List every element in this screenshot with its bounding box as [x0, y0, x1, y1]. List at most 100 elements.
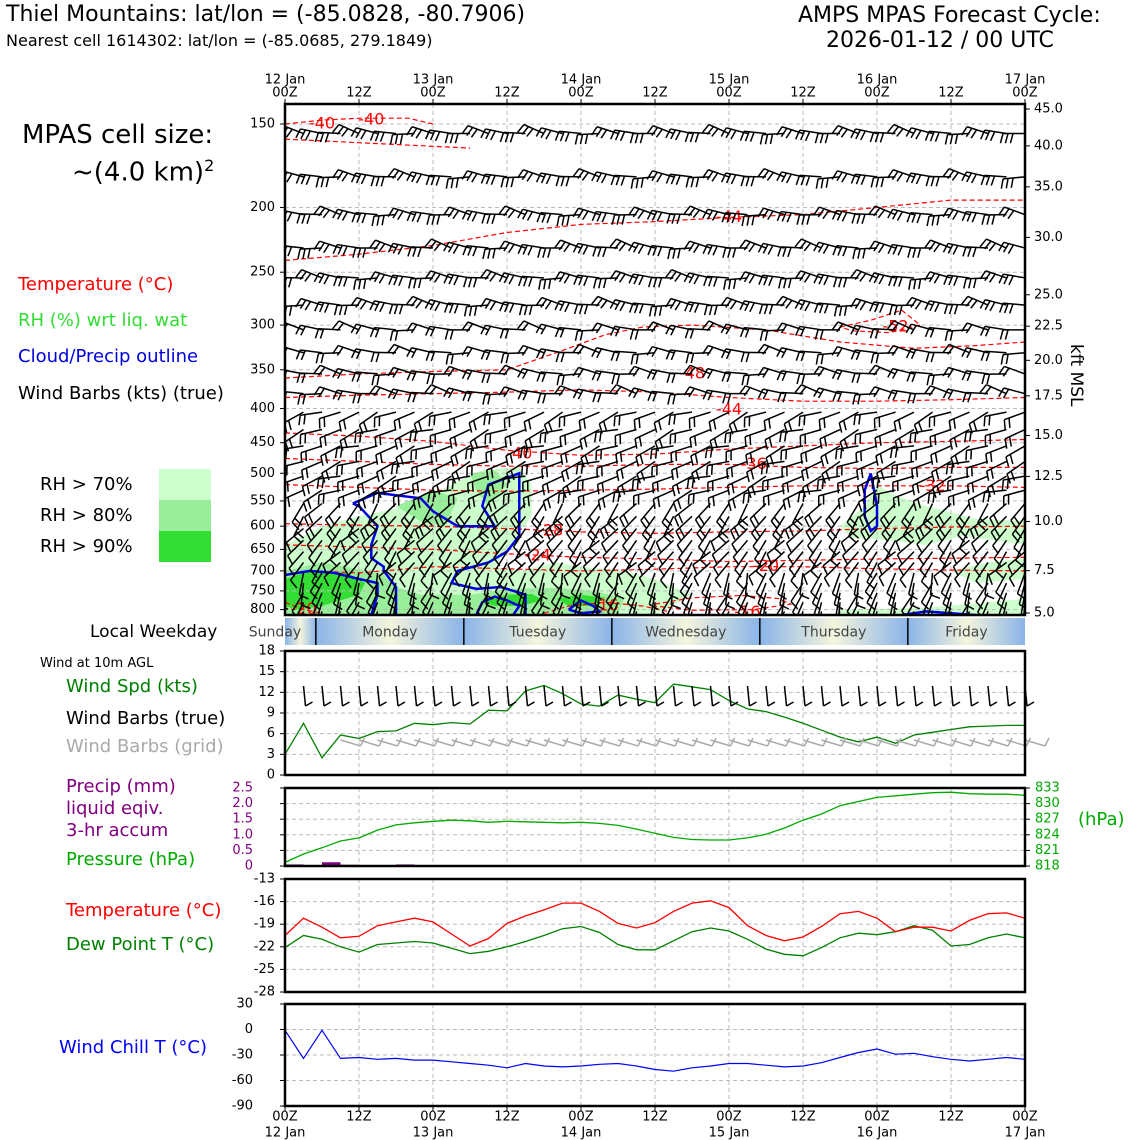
wind-barb-flag — [572, 344, 580, 353]
wind-barb-flag — [625, 570, 634, 579]
wind-barb-flag — [707, 369, 714, 379]
grid-wind-barb — [432, 737, 458, 747]
wind-barb — [722, 392, 748, 404]
wind-barb-shaft — [781, 210, 804, 216]
true-wind-barb-shaft — [709, 685, 714, 707]
wind-barb-flag — [724, 433, 727, 444]
wind-barb-flag — [703, 276, 708, 287]
wind-barb-flag — [614, 130, 621, 141]
wind-barb-shaft — [707, 475, 730, 483]
wind-barb-flag — [572, 243, 579, 253]
wind-barb — [837, 489, 859, 510]
wind-barb-shaft — [337, 169, 360, 178]
true-wind-barb-shaft — [376, 685, 381, 707]
wind-barb-shaft — [522, 243, 545, 249]
wind-barb-flag — [887, 244, 893, 255]
wind-barb-shaft — [633, 273, 656, 279]
wind-barb — [780, 445, 804, 461]
wind-barb-shaft — [638, 561, 656, 579]
wind-barb-flag — [708, 305, 713, 316]
wind-barb-flag — [670, 174, 676, 185]
wind-barb-flag — [559, 301, 565, 312]
wind-barb-flag — [805, 175, 811, 186]
wind-barb-flag — [591, 171, 598, 182]
wind-barb — [760, 460, 785, 475]
wind-tick-label: 12 — [258, 685, 275, 700]
wind-barb — [757, 167, 785, 181]
wind-barb-flag — [989, 131, 996, 142]
wind-barb-flag — [577, 389, 584, 400]
wind-barb-shaft — [641, 515, 656, 535]
wind-barb-flag — [392, 209, 399, 219]
wind-barb-flag — [496, 602, 505, 610]
wind-barb — [480, 173, 508, 185]
wind-barb-flag — [610, 326, 616, 336]
wind-barb — [392, 602, 397, 615]
true-wind-barb — [339, 685, 350, 707]
wind-barb-flag — [539, 433, 542, 444]
wind-barb-shaft — [430, 445, 452, 455]
true-wind-barb-shaft — [635, 685, 640, 707]
wind-barb-flag — [868, 386, 876, 396]
wind-barb — [990, 515, 1008, 542]
true-wind-barb-flag — [638, 701, 646, 707]
grid-wind-barb-shaft — [876, 739, 898, 747]
wind-barb-flag — [828, 547, 837, 556]
wind-barb-flag — [574, 330, 579, 341]
wind-barb — [470, 527, 489, 552]
wind-barb-flag — [614, 326, 621, 337]
wind-barb-shaft — [839, 428, 859, 443]
grid-wind-barb-shaft — [802, 739, 824, 747]
wind-barb-shaft — [670, 445, 693, 454]
wind-barb-shaft — [669, 213, 693, 216]
wind-barb-flag — [726, 468, 729, 479]
wind-barb-shaft — [975, 582, 989, 602]
wind-barb-shaft — [285, 176, 286, 178]
wind-barb-shaft — [1004, 411, 1025, 421]
wind-barb-flag — [562, 492, 565, 503]
wind-barb-flag — [959, 547, 968, 556]
wind-barb-flag — [270, 454, 273, 464]
wind-barb-flag — [995, 570, 1004, 579]
wind-barb-shaft — [429, 489, 452, 494]
wind-barb-flag — [666, 213, 671, 224]
wind-barb-flag — [898, 567, 905, 577]
wind-barb — [899, 561, 915, 589]
wind-barb-flag — [970, 173, 977, 184]
wind-barb — [322, 551, 341, 575]
wind-barb — [872, 602, 878, 615]
wind-barb-shaft — [707, 275, 730, 279]
wind-barb-flag — [932, 492, 935, 503]
height-tick-label: 22.5 — [1034, 319, 1063, 334]
wind-barb — [737, 503, 749, 531]
true-wind-barb-shaft — [321, 685, 325, 707]
wind-barb-flag — [307, 248, 311, 259]
wind-barb-flag — [1008, 436, 1013, 447]
wind-barb — [640, 503, 656, 530]
wind-barb — [832, 390, 859, 402]
wind-barb-shaft — [319, 411, 341, 420]
wind-barb-flag — [568, 514, 575, 525]
wind-barb-shaft — [542, 75, 563, 83]
wind-barb-shaft — [452, 551, 471, 567]
wind-barb-flag — [862, 499, 867, 510]
wind-barb — [681, 582, 693, 610]
wind-barb-flag — [661, 611, 667, 615]
wind-barb-shaft — [895, 527, 915, 543]
grid-wind-barb-shaft — [913, 739, 935, 747]
wind-barb-flag — [726, 212, 732, 223]
wind-barb-flag — [619, 517, 625, 528]
wind-barb — [925, 351, 952, 363]
wind-barb-flag — [507, 493, 510, 504]
wind-barb-flag — [857, 248, 861, 259]
wind-barb-shaft — [648, 582, 656, 605]
wind-barb-flag — [970, 129, 978, 139]
grid-wind-barb-flag — [674, 737, 680, 747]
wind-barb-flag — [415, 542, 422, 553]
wind-barb — [962, 391, 989, 403]
wind-barb-shaft — [901, 503, 915, 523]
wind-barb-flag — [790, 580, 799, 589]
wind-barb — [629, 132, 655, 144]
true-wind-barb-flag — [693, 701, 702, 707]
wind-tick-label: 15 — [258, 664, 275, 679]
